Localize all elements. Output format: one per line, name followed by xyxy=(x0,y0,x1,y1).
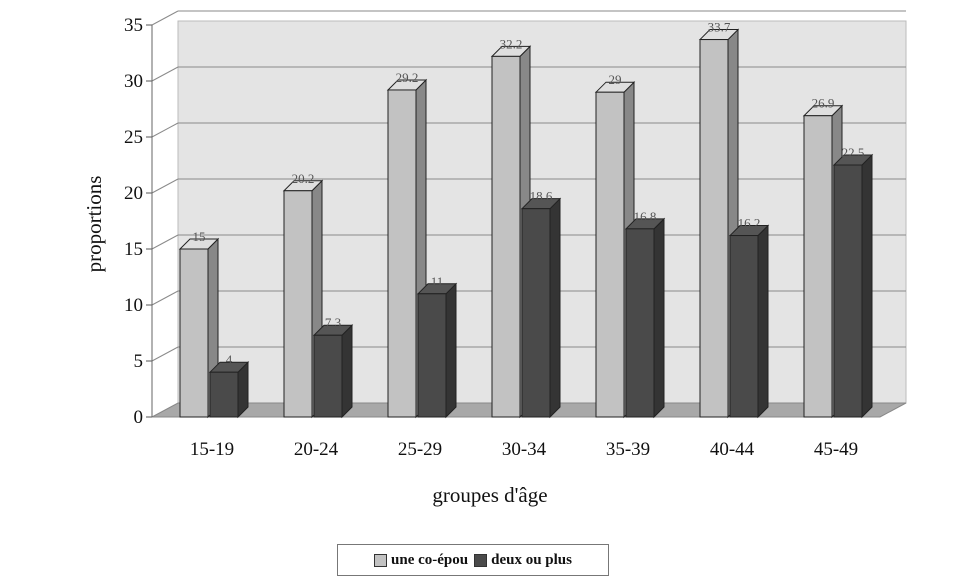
bar-front xyxy=(729,235,759,418)
y-tick-label: 0 xyxy=(134,407,144,428)
data-label: 15 xyxy=(193,229,206,244)
x-axis-ticks: 15-19 20-24 25-29 30-34 35-39 40-44 45-49 xyxy=(190,439,858,460)
data-label: 16.2 xyxy=(738,216,761,231)
x-tick-label: 40-44 xyxy=(710,439,755,460)
y-tick-label: 20 xyxy=(124,183,143,204)
legend-item-series-2: deux ou plus xyxy=(474,552,572,569)
bar-side xyxy=(757,224,769,419)
legend: une co-épou deux ou plus xyxy=(337,544,609,576)
bar-side xyxy=(549,197,561,419)
legend-label-series-1: une co-épou xyxy=(391,551,469,568)
y-tick-label: 15 xyxy=(124,239,143,260)
legend-item-series-1: une co-épou xyxy=(374,552,468,569)
bar-side xyxy=(445,282,457,419)
bar-chart: 15 4 20.2 7.3 29.2 11 32.2 18.6 29 16.8 33.7 16.2 26… xyxy=(82,10,907,507)
y-tick-label: 30 xyxy=(124,71,143,92)
bar-front xyxy=(699,39,729,418)
y-tick-label: 5 xyxy=(134,351,144,372)
gridline-side xyxy=(151,10,179,26)
x-axis-title: groupes d'âge xyxy=(432,483,547,507)
x-tick-label: 35-39 xyxy=(606,439,650,460)
data-label: 18.6 xyxy=(530,189,553,204)
bar-front xyxy=(417,293,447,418)
bar-20-24-series-2 xyxy=(312,324,354,419)
x-tick-label: 30-34 xyxy=(502,439,547,460)
x-tick-label: 15-19 xyxy=(190,439,234,460)
legend-swatch-series-1 xyxy=(374,553,388,567)
bar-side xyxy=(861,153,873,419)
bar-15-19-series-1 xyxy=(178,237,220,419)
x-tick-label: 20-24 xyxy=(294,439,339,460)
bar-front xyxy=(491,55,521,418)
gridline-side xyxy=(151,290,179,306)
legend-swatch-series-2 xyxy=(474,553,488,567)
y-tick-label: 25 xyxy=(124,127,143,148)
bar-30-34-series-2 xyxy=(520,197,562,419)
bar-front xyxy=(833,164,863,418)
bar-front xyxy=(283,190,313,418)
data-label: 11 xyxy=(431,274,444,289)
gridline-side xyxy=(151,66,179,82)
data-label: 29 xyxy=(609,72,622,87)
y-axis-title: proportions xyxy=(82,176,106,273)
gridline-side xyxy=(151,234,179,250)
bar-front xyxy=(387,89,417,418)
bar-front xyxy=(313,334,343,418)
bar-front xyxy=(209,371,239,418)
bar-front xyxy=(625,228,655,418)
bar-45-49-series-2 xyxy=(832,153,874,419)
bar-15-19-series-2 xyxy=(208,360,250,419)
bars xyxy=(178,28,874,419)
data-labels: 15 4 20.2 7.3 29.2 11 32.2 18.6 29 16.8 33.7 16.2 26… xyxy=(193,20,865,368)
data-label: 26.9 xyxy=(812,96,835,111)
y-tick-label: 10 xyxy=(124,295,143,316)
y-tick-label: 35 xyxy=(124,15,143,36)
legend-label-series-2: deux ou plus xyxy=(491,551,572,568)
bar-front xyxy=(179,248,209,418)
bar-front xyxy=(521,208,551,418)
data-label: 16.8 xyxy=(634,209,657,224)
data-label: 4 xyxy=(226,352,233,367)
bar-45-49-series-1 xyxy=(802,104,844,419)
bar-front xyxy=(803,115,833,418)
gridline-side xyxy=(151,178,179,194)
bar-side xyxy=(341,324,353,419)
bar-35-39-series-2 xyxy=(624,217,666,419)
data-label: 22.5 xyxy=(842,145,865,160)
bar-front xyxy=(595,91,625,418)
bar-40-44-series-2 xyxy=(728,224,770,419)
y-axis-ticks: 0 5 10 15 20 25 30 35 xyxy=(124,15,153,428)
bar-25-29-series-2 xyxy=(416,282,458,419)
x-tick-label: 45-49 xyxy=(814,439,858,460)
data-label: 29.2 xyxy=(396,70,419,85)
data-label: 33.7 xyxy=(708,20,731,35)
gridline-side xyxy=(151,346,179,362)
data-label: 32.2 xyxy=(500,36,523,51)
gridline-side xyxy=(151,122,179,138)
data-label: 7.3 xyxy=(325,315,341,330)
data-label: 20.2 xyxy=(292,171,315,186)
bar-side xyxy=(653,217,665,419)
x-tick-label: 25-29 xyxy=(398,439,442,460)
